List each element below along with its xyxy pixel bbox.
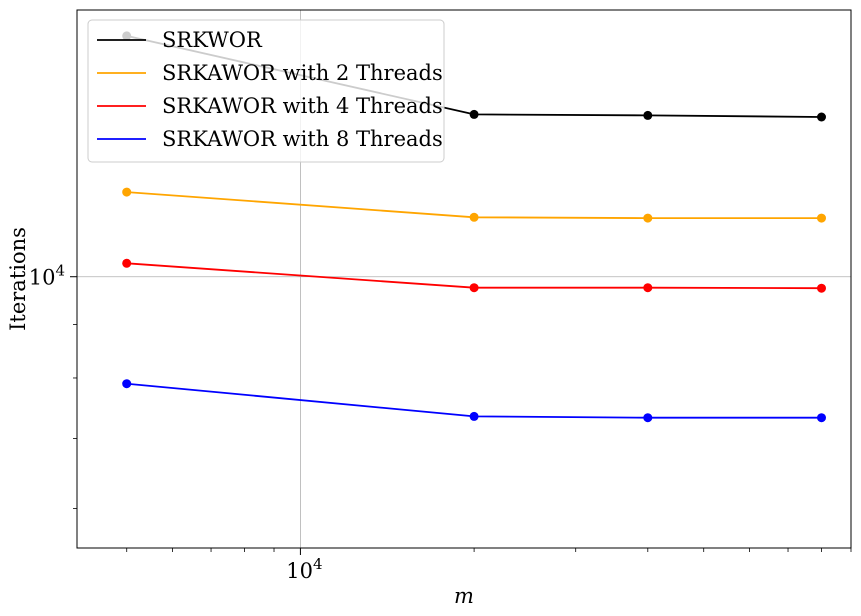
series-2 (122, 187, 826, 223)
y-tick-label: 104 (29, 262, 65, 290)
data-point (643, 213, 653, 223)
series-4 (122, 379, 826, 423)
legend-label: SRKAWOR with 2 Threads (162, 61, 443, 85)
data-point (469, 212, 479, 222)
series-line (126, 382, 822, 419)
plot-frame (76, 9, 852, 549)
data-point (469, 411, 479, 421)
data-point (817, 112, 826, 122)
data-point (469, 109, 479, 119)
y-axis-label: Iterations (6, 227, 30, 331)
data-point (122, 379, 132, 389)
legend-label: SRKAWOR with 4 Threads (162, 94, 443, 118)
legend: SRKWOR SRKAWOR with 2 Threads SRKAWOR with… (87, 19, 445, 163)
data-point (643, 413, 653, 423)
legend-box (87, 19, 445, 163)
data-point (643, 110, 653, 120)
legend-label: SRKAWOR with 8 Threads (162, 127, 443, 151)
data-point (643, 283, 653, 293)
series-line (126, 191, 822, 220)
legend-items: SRKWOR SRKAWOR with 2 Threads SRKAWOR with… (97, 28, 443, 151)
legend-label: SRKWOR (162, 28, 263, 52)
series-3 (122, 258, 826, 293)
x-tick-label: 104 (286, 555, 322, 583)
ticks: 104 104 (29, 262, 852, 583)
data-point (122, 187, 132, 197)
x-axis-label: m (454, 584, 474, 608)
data-point (469, 283, 479, 293)
data-point (122, 258, 132, 268)
data-point (817, 413, 826, 423)
data-point (817, 283, 826, 293)
data-point (817, 213, 826, 223)
series-line (126, 262, 822, 290)
